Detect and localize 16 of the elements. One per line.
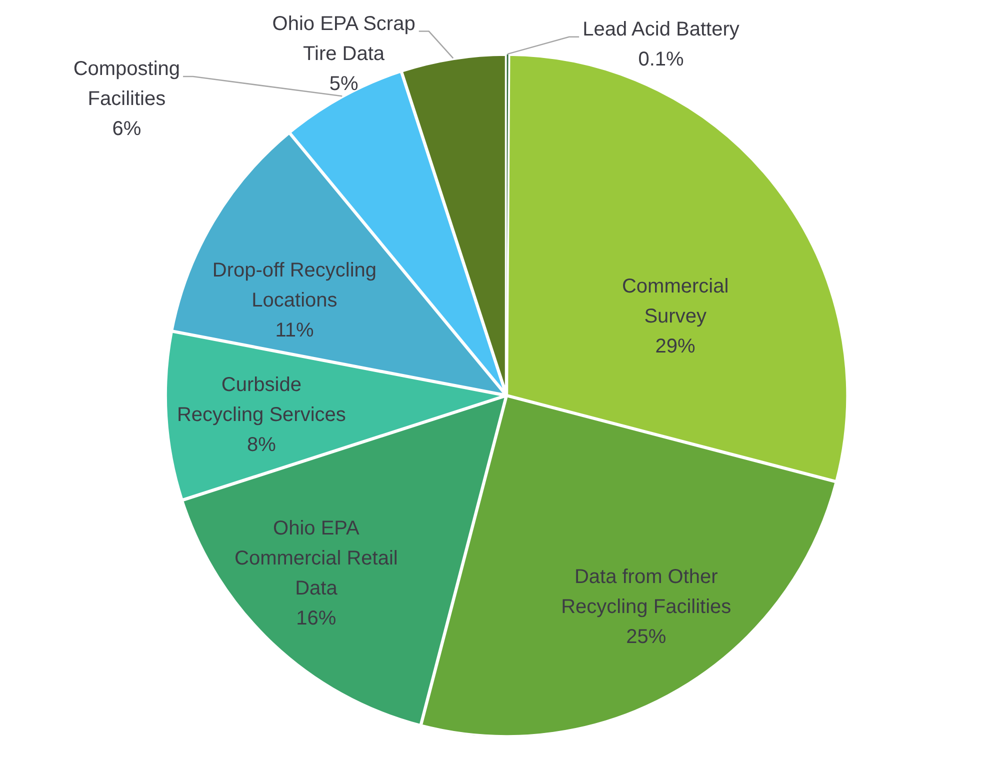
slice-label: Composting Facilities [73,58,180,110]
slice-label: Data from Other Recycling Facilities [561,566,732,618]
slice-label: Commercial Survey [622,276,729,328]
slice-label: Drop-off Recycling Locations [212,259,377,312]
data-label: 11% [275,319,314,342]
data-label: 0.1% [638,48,684,70]
slice-label: Ohio EPA Commercial Retail Data [234,517,398,600]
slice-label: Lead Acid Battery [582,18,740,40]
slice-label: Ohio EPA Scrap Tire Data [272,12,416,65]
data-label: 5% [329,72,358,95]
data-label: 25% [626,626,666,648]
data-label: 6% [112,118,142,140]
slice-label: Curbside Recycling Services [176,374,346,426]
data-label: 29% [655,336,696,358]
data-label: 16% [296,607,336,630]
data-label: 8% [246,434,276,456]
